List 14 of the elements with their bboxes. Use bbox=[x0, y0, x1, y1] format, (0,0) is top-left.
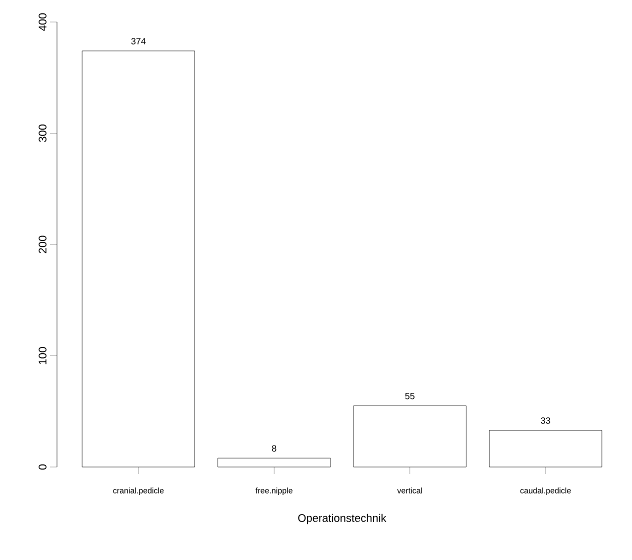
data-label: 8 bbox=[272, 445, 276, 452]
y-tick-label: 300 bbox=[38, 124, 46, 142]
x-tick-label: cranial.pedicle bbox=[113, 488, 164, 495]
data-label: 33 bbox=[540, 417, 550, 424]
x-tick-label: free.nipple bbox=[256, 488, 292, 495]
x-tick-label: caudal.pedicle bbox=[520, 488, 571, 495]
data-label: 374 bbox=[131, 38, 146, 44]
y-tick-label: 0 bbox=[38, 464, 46, 470]
data-label: 55 bbox=[405, 392, 414, 400]
y-tick-label: 100 bbox=[38, 347, 46, 364]
y-tick-label: 400 bbox=[38, 13, 46, 31]
x-tick-label: vertical bbox=[397, 488, 422, 494]
y-tick-label: 200 bbox=[38, 236, 46, 254]
x-axis-title: Operationstechnik bbox=[298, 514, 386, 524]
